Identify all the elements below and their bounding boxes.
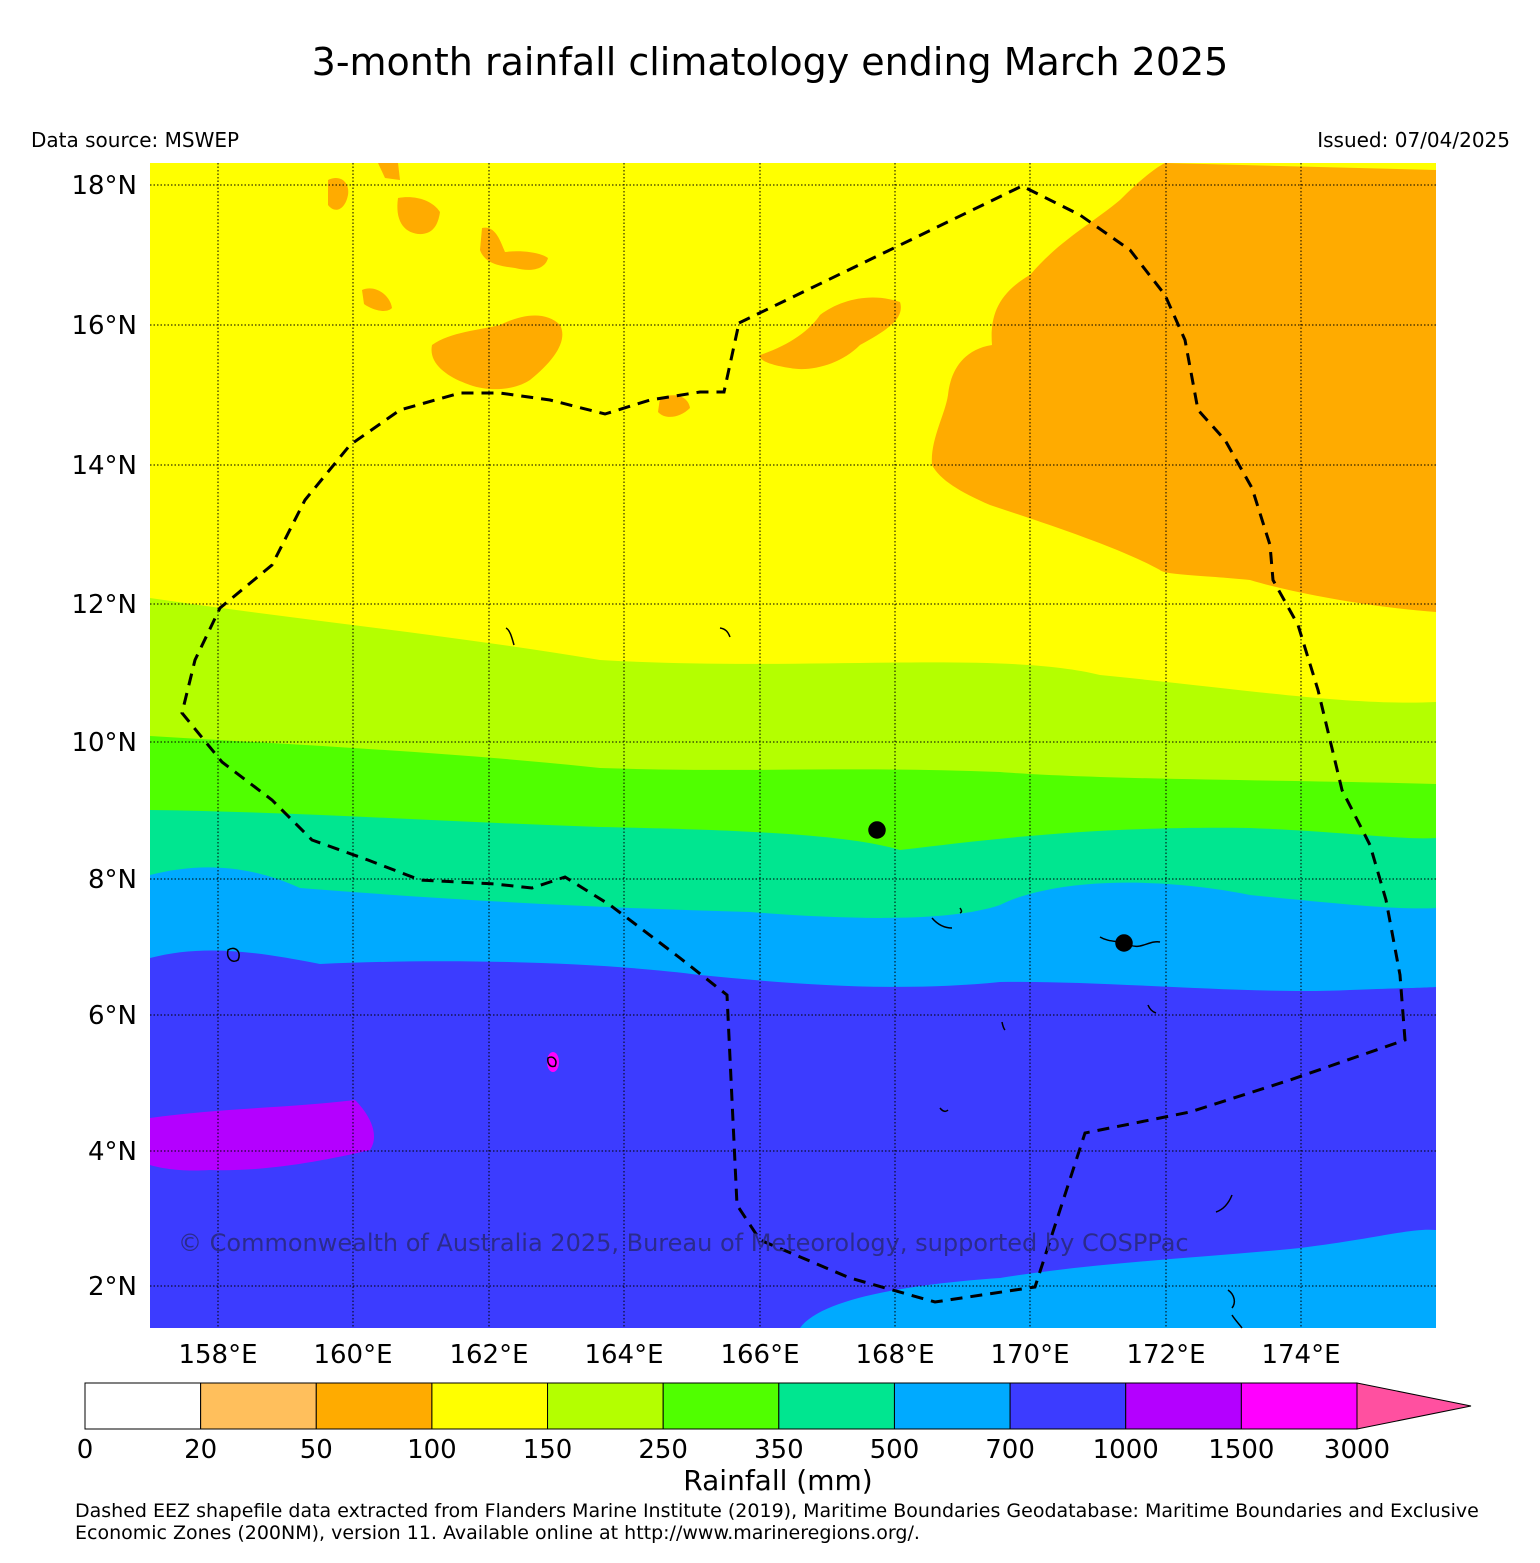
lat-label-4n: 4°N <box>88 1137 137 1167</box>
map-title: 3-month rainfall climatology ending Marc… <box>311 40 1229 84</box>
band-50-100-patch-4 <box>480 227 548 270</box>
island-marker-1 <box>868 821 886 839</box>
colorbar-tick-label: 0 <box>76 1435 94 1465</box>
colorbar-title: Rainfall (mm) <box>683 1464 873 1497</box>
lon-label-164e: 164°E <box>584 1340 663 1370</box>
lat-label-2n: 2°N <box>88 1272 137 1302</box>
spot-1500-3000 <box>547 1052 559 1072</box>
colorbar-tick-label: 350 <box>753 1435 804 1465</box>
colorbar-swatch <box>893 1382 1011 1430</box>
lat-label-12n: 12°N <box>71 590 137 620</box>
lon-label-162e: 162°E <box>449 1340 528 1370</box>
band-50-100-patch-3 <box>397 197 440 235</box>
colorbar-swatch <box>1009 1382 1127 1430</box>
lon-label-158e: 158°E <box>178 1340 257 1370</box>
colorbar <box>84 1382 1472 1430</box>
lon-label-172e: 172°E <box>1126 1340 1205 1370</box>
band-50-100-patch-7 <box>658 395 690 417</box>
band-50-100-patch-6 <box>362 288 392 311</box>
lat-label-16n: 16°N <box>71 311 137 341</box>
islands <box>226 627 1243 1329</box>
colorbar-tick-label: 500 <box>869 1435 920 1465</box>
lat-label-14n: 14°N <box>71 451 137 481</box>
lat-label-18n: 18°N <box>71 171 137 201</box>
band-700-1000 <box>150 950 1436 1328</box>
lon-label-174e: 174°E <box>1261 1340 1340 1370</box>
lon-label-170e: 170°E <box>990 1340 1069 1370</box>
band-50-100-patch-2 <box>759 297 901 370</box>
lon-label-166e: 166°E <box>720 1340 799 1370</box>
lat-label-10n: 10°N <box>71 728 137 758</box>
colorbar-tick-label: 100 <box>407 1435 457 1465</box>
graticule <box>150 163 1436 1328</box>
colorbar-swatch <box>778 1382 895 1430</box>
eez-footnote: Dashed EEZ shapefile data extracted from… <box>75 1500 1479 1544</box>
data-source: Data source: MSWEP <box>31 128 240 152</box>
colorbar-tick-label: 250 <box>638 1435 688 1465</box>
colorbar-tick-label: 1000 <box>1092 1435 1159 1465</box>
colorbar-tick-label: 3000 <box>1323 1435 1391 1465</box>
rainfall-bands <box>150 163 1436 1328</box>
colorbar-swatch <box>431 1382 549 1430</box>
issued-date: Issued: 07/04/2025 <box>1317 128 1510 152</box>
colorbar-extend-arrow <box>1356 1382 1472 1430</box>
band-50-100-patch-5 <box>328 177 349 210</box>
band-50-100-east <box>931 163 1436 612</box>
band-500-700-south <box>800 1229 1436 1328</box>
colorbar-swatch <box>315 1382 433 1430</box>
band-50-100-patch-1 <box>431 315 563 390</box>
colorbar-tick-label: 50 <box>299 1435 333 1465</box>
lon-label-168e: 168°E <box>855 1340 934 1370</box>
lat-label-6n: 6°N <box>88 1001 137 1031</box>
lat-label-8n: 8°N <box>88 865 137 895</box>
band-50-100-patch-8 <box>378 163 400 180</box>
latitude-labels: 18°N 16°N 14°N 12°N 10°N 8°N 6°N 4°N 2°N <box>71 171 137 1302</box>
eez-boundary <box>180 184 1407 1304</box>
colorbar-tick-label: 1500 <box>1208 1435 1275 1465</box>
lon-label-160e: 160°E <box>313 1340 392 1370</box>
colorbar-swatch <box>200 1382 317 1430</box>
colorbar-swatch <box>547 1382 664 1430</box>
colorbar-swatch <box>84 1382 202 1430</box>
colorbar-tick-label: 20 <box>184 1435 218 1465</box>
band-1000-1500 <box>150 1100 375 1171</box>
colorbar-swatch <box>662 1382 780 1430</box>
longitude-labels: 158°E 160°E 162°E 164°E 166°E 168°E 170°… <box>178 1340 1340 1370</box>
colorbar-tick-label: 150 <box>522 1435 573 1465</box>
colorbar-tick-label: 700 <box>985 1435 1035 1465</box>
colorbar-swatch <box>1240 1382 1358 1430</box>
copyright-notice: © Commonwealth of Australia 2025, Bureau… <box>178 1229 1189 1257</box>
colorbar-swatch <box>1125 1382 1242 1430</box>
